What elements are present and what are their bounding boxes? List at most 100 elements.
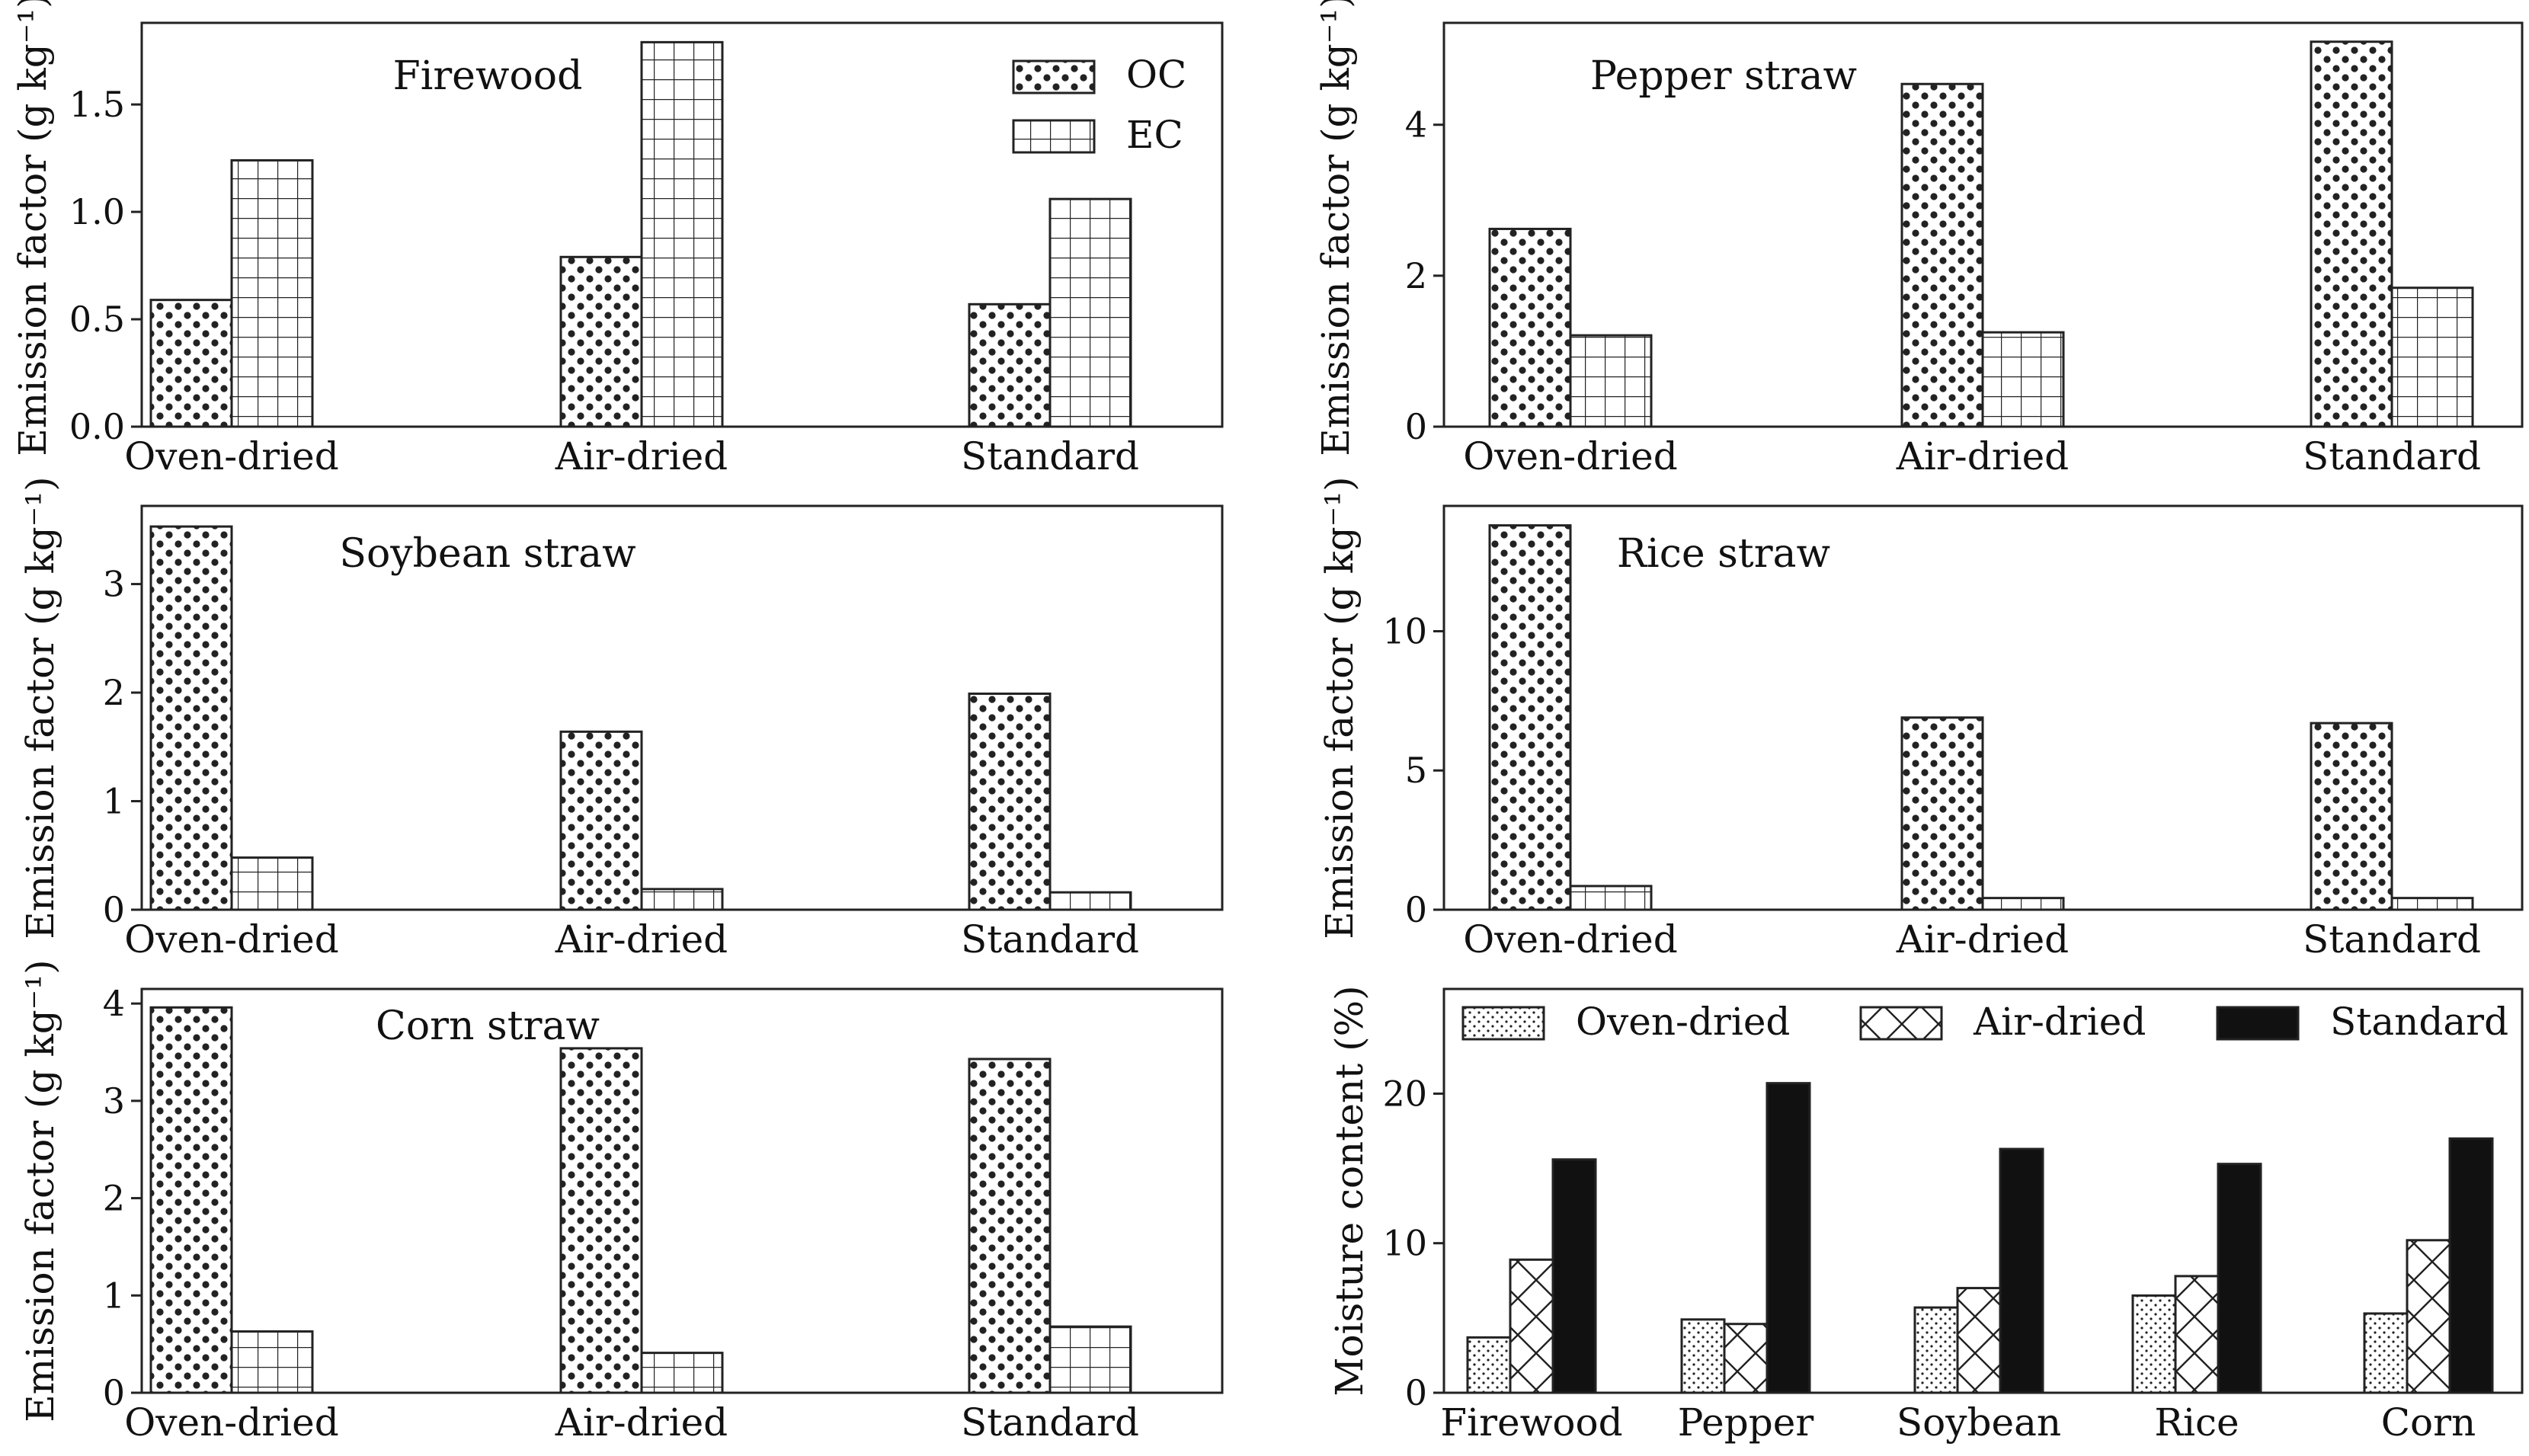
bar-oc-oven-dried xyxy=(1488,227,1572,428)
x-tick-label-oven-dried: Oven-dried xyxy=(124,434,338,478)
bars xyxy=(1466,1082,2494,1394)
x-tick-label-rice: Rice xyxy=(2154,1400,2239,1445)
y-tick-label: 5 xyxy=(1405,750,1427,791)
bar-oc-air-dried xyxy=(1900,716,1984,911)
plot-frame xyxy=(140,504,1224,911)
legend-label-oven-dried: Oven-dried xyxy=(1576,1000,1790,1044)
bar-oc-oven-dried xyxy=(149,299,233,428)
panel-pepper-straw: Pepper straw Emission factor (g kg⁻¹) 0 2… xyxy=(1314,0,2524,478)
bar-standard-firewood xyxy=(1551,1158,1597,1394)
bar-oven-dried-rice xyxy=(2131,1294,2177,1394)
bar-air-dried-soybean xyxy=(1956,1287,2002,1394)
legend-swatch-air-dried xyxy=(1859,1006,1943,1041)
bar-oc-oven-dried xyxy=(149,1006,233,1394)
bar-ec-oven-dried xyxy=(230,856,314,911)
bar-oven-dried-soybean xyxy=(1913,1306,1959,1394)
bar-air-dried-corn xyxy=(2406,1239,2451,1394)
x-tick-label-oven-dried: Oven-dried xyxy=(1463,434,1677,478)
bar-standard-pepper xyxy=(1765,1082,1811,1394)
bars xyxy=(149,1006,1132,1394)
y-ticks: 0 1 2 3 xyxy=(103,564,142,930)
x-tick-label-standard: Standard xyxy=(2303,917,2481,962)
y-tick-label: 0 xyxy=(103,889,125,930)
bar-oven-dried-firewood xyxy=(1466,1336,1512,1394)
panel-soybean-straw: Soybean straw Emission factor (g kg⁻¹) 0… xyxy=(18,476,1224,962)
y-tick-label: 4 xyxy=(103,983,125,1024)
bar-ec-standard xyxy=(1048,891,1132,911)
x-tick-label-standard: Standard xyxy=(2303,434,2481,478)
bars xyxy=(149,40,1132,428)
y-axis-label: Moisture content (%) xyxy=(1327,985,1372,1396)
bar-oven-dried-pepper xyxy=(1680,1318,1726,1394)
x-tick-label-pepper: Pepper xyxy=(1678,1400,1814,1445)
y-tick-label: 0 xyxy=(1405,1372,1427,1413)
panel-title: Firewood xyxy=(393,53,583,99)
bar-standard-rice xyxy=(2217,1163,2262,1394)
bar-ec-oven-dried xyxy=(1569,885,1653,911)
y-tick-label: 10 xyxy=(1382,1223,1427,1264)
y-tick-label: 0 xyxy=(103,1372,125,1413)
legend-label-air-dried: Air-dried xyxy=(1973,1000,2146,1044)
y-tick-label: 1.5 xyxy=(69,84,125,125)
y-axis-label: Emission factor (g kg⁻¹) xyxy=(1314,0,1358,456)
bar-oc-standard xyxy=(2310,722,2393,911)
x-tick-label-standard: Standard xyxy=(961,1400,1139,1445)
y-tick-label: 2 xyxy=(103,672,125,713)
bar-ec-air-dried xyxy=(640,1352,724,1394)
y-tick-label: 0.5 xyxy=(69,299,125,340)
bar-air-dried-pepper xyxy=(1723,1323,1769,1394)
legend-label-standard: Standard xyxy=(2330,1000,2508,1044)
bar-ec-oven-dried xyxy=(230,158,314,428)
x-tick-label-standard: Standard xyxy=(961,917,1139,962)
y-ticks: 0.0 0.5 1.0 1.5 xyxy=(69,84,142,447)
x-tick-label-soybean: Soybean xyxy=(1897,1400,2061,1445)
bar-oc-standard xyxy=(968,302,1052,428)
panel-title: Rice straw xyxy=(1617,531,1830,577)
x-tick-labels: Firewood Pepper Soybean Rice Corn xyxy=(1440,1400,2476,1445)
bar-air-dried-rice xyxy=(2174,1275,2220,1394)
legend-label-oc: OC xyxy=(1126,53,1186,97)
panel-title: Corn straw xyxy=(376,1003,600,1049)
bar-oc-oven-dried xyxy=(149,525,233,911)
x-tick-label-air-dried: Air-dried xyxy=(555,434,728,478)
y-tick-label: 4 xyxy=(1405,104,1427,146)
legend: Oven-dried Air-dried Standard xyxy=(1461,1000,2508,1044)
x-tick-labels: Oven-dried Air-dried Standard xyxy=(124,1400,1139,1445)
bar-oc-standard xyxy=(968,692,1052,911)
x-tick-label-corn: Corn xyxy=(2381,1400,2476,1445)
bar-ec-standard xyxy=(2390,286,2474,428)
bar-oc-air-dried xyxy=(559,1047,643,1394)
y-ticks: 0 1 2 3 4 xyxy=(103,983,142,1413)
x-tick-labels: Oven-dried Air-dried Standard xyxy=(124,917,1139,962)
y-axis-label: Emission factor (g kg⁻¹) xyxy=(18,476,62,939)
x-tick-labels: Oven-dried Air-dried Standard xyxy=(124,434,1139,478)
y-tick-label: 0 xyxy=(1405,889,1427,930)
x-tick-labels: Oven-dried Air-dried Standard xyxy=(1463,434,2481,478)
y-tick-label: 1 xyxy=(103,1275,125,1316)
panel-corn-straw: Corn straw Emission factor (g kg⁻¹) 0 1 2 3… xyxy=(18,959,1224,1445)
x-tick-label-oven-dried: Oven-dried xyxy=(1463,917,1677,962)
bar-oc-air-dried xyxy=(1900,82,1984,428)
bar-oc-air-dried xyxy=(559,255,643,428)
legend: OC EC xyxy=(1012,53,1186,157)
y-tick-label: 1 xyxy=(103,781,125,822)
x-tick-label-oven-dried: Oven-dried xyxy=(124,917,338,962)
y-tick-label: 0.0 xyxy=(69,406,125,447)
bar-standard-corn xyxy=(2448,1137,2494,1394)
legend-swatch-oven-dried xyxy=(1461,1006,1545,1041)
y-axis-label: Emission factor (g kg⁻¹) xyxy=(1317,476,1362,939)
y-tick-label: 2 xyxy=(1405,255,1427,296)
bar-oc-standard xyxy=(2310,40,2393,428)
bars xyxy=(149,525,1132,911)
legend-swatch-ec xyxy=(1012,119,1096,154)
y-tick-label: 3 xyxy=(103,1080,125,1122)
panel-title: Pepper straw xyxy=(1590,53,1857,99)
panel-rice-straw: Rice straw Emission factor (g kg⁻¹) 0 5 10… xyxy=(1317,476,2524,962)
bar-ec-oven-dried xyxy=(230,1330,314,1394)
y-axis-label: Emission factor (g kg⁻¹) xyxy=(18,959,62,1422)
bar-ec-standard xyxy=(1048,197,1132,428)
y-ticks: 0 5 10 xyxy=(1382,610,1444,930)
x-tick-label-firewood: Firewood xyxy=(1440,1400,1622,1445)
bar-standard-soybean xyxy=(1999,1147,2044,1394)
